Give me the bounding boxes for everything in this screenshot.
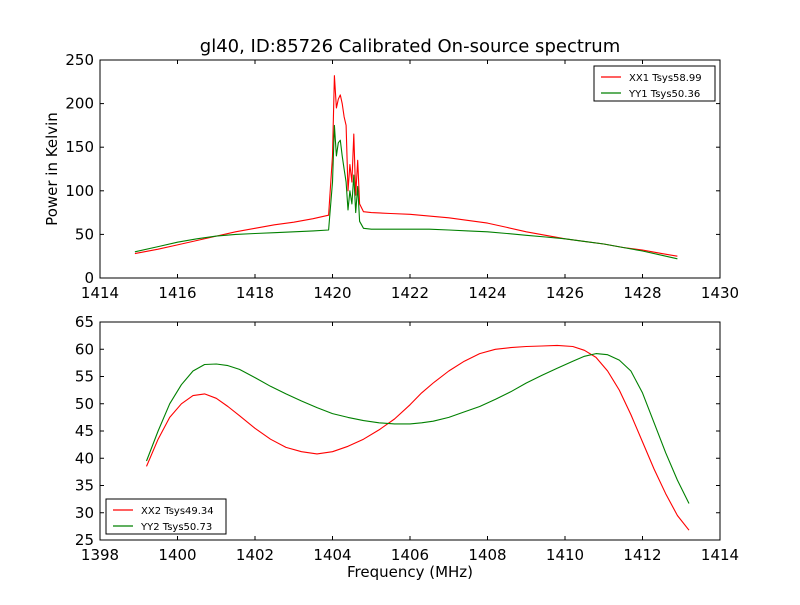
x-tick-label: 1414 — [701, 546, 739, 564]
y-tick-label: 200 — [65, 95, 94, 113]
series-line-1-1 — [134, 75, 678, 257]
y-tick-label: 35 — [75, 477, 94, 495]
x-tick-label: 1408 — [468, 546, 506, 564]
legend: XX1 Tsys58.99 YY1 Tsys50.36 — [593, 65, 716, 102]
y-tick-label: 65 — [75, 313, 94, 331]
x-tick-label: 1424 — [468, 284, 506, 302]
x-tick-label: 1428 — [623, 284, 661, 302]
y-tick-label: 0 — [84, 269, 94, 287]
chart-title: gl40, ID:85726 Calibrated On-source spec… — [200, 36, 620, 57]
legend-label: YY1 Tsys50.36 — [628, 89, 700, 100]
x-tick-label: 1402 — [236, 546, 274, 564]
legend-label: XX2 Tsys49.34 — [141, 506, 214, 517]
bottom-panel: 1398 1400 1402 1404 1406 1408 1410 1412 1414 25 30… — [75, 313, 739, 581]
legend-label: YY2 Tsys50.73 — [140, 522, 212, 533]
x-tick-label: 1398 — [81, 546, 119, 564]
y-tick-label: 30 — [75, 504, 94, 522]
y-tick-label: 25 — [75, 531, 94, 549]
y-tick-label: 50 — [75, 395, 94, 413]
x-tick-label: 1412 — [623, 546, 661, 564]
x-tick-label: 1404 — [313, 546, 351, 564]
y-tick-label: 250 — [65, 51, 94, 69]
x-tick-label: 1410 — [546, 546, 584, 564]
y-tick-label: 40 — [75, 449, 94, 467]
x-axis-label: Frequency (MHz) — [347, 563, 473, 581]
y-tick-label: 50 — [75, 225, 94, 243]
y-tick-label: 45 — [75, 422, 94, 440]
legend-frame — [593, 65, 716, 102]
y-tick-label: 100 — [65, 182, 94, 200]
y-tick-label: 60 — [75, 340, 94, 358]
series-line-2-2 — [145, 353, 690, 504]
top-panel: 1414 1416 1418 1420 1422 1424 1426 1428 1430 0 50 1… — [43, 51, 739, 302]
x-tick-label: 1430 — [701, 284, 739, 302]
y-tick-label: 150 — [65, 138, 94, 156]
x-tick-label: 1400 — [158, 546, 196, 564]
y-tick-label: 55 — [75, 368, 94, 386]
x-tick-label: 1416 — [158, 284, 196, 302]
x-tick-label: 1420 — [313, 284, 351, 302]
legend: XX2 Tsys49.34 YY2 Tsys50.73 — [105, 498, 227, 535]
legend-label: XX1 Tsys58.99 — [629, 73, 702, 84]
x-tick-label: 1406 — [391, 546, 429, 564]
legend-frame — [105, 498, 227, 535]
x-tick-label: 1414 — [81, 284, 119, 302]
x-tick-label: 1422 — [391, 284, 429, 302]
series-line-2-1 — [145, 344, 690, 531]
series-line-1-2 — [134, 124, 678, 260]
x-tick-label: 1426 — [546, 284, 584, 302]
x-tick-label: 1418 — [236, 284, 274, 302]
y-axis-label: Power in Kelvin — [43, 112, 61, 226]
